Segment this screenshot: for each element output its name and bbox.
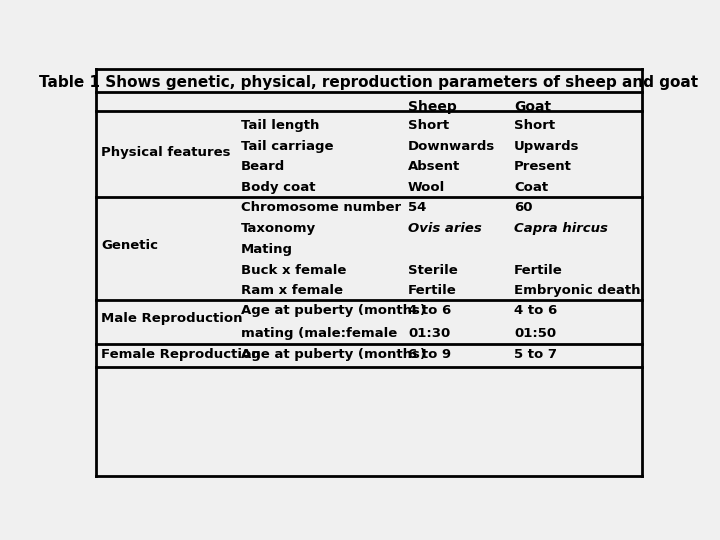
Text: Female Reproduction: Female Reproduction: [101, 348, 261, 361]
Text: Buck x female: Buck x female: [240, 264, 346, 276]
Text: Fertile: Fertile: [408, 285, 456, 298]
Text: Embryonic death: Embryonic death: [514, 285, 641, 298]
Text: Short: Short: [408, 119, 449, 132]
Text: 54: 54: [408, 201, 426, 214]
Text: Physical features: Physical features: [101, 146, 230, 159]
Text: Fertile: Fertile: [514, 264, 563, 276]
Text: 01:30: 01:30: [408, 327, 450, 340]
Text: 5 to 7: 5 to 7: [514, 348, 557, 361]
Text: Wool: Wool: [408, 181, 445, 194]
Text: Chromosome number: Chromosome number: [240, 201, 401, 214]
Text: 6 to 9: 6 to 9: [408, 348, 451, 361]
Text: Table 1 Shows genetic, physical, reproduction parameters of sheep and goat: Table 1 Shows genetic, physical, reprodu…: [40, 75, 698, 90]
Text: Downwards: Downwards: [408, 140, 495, 153]
Text: Age at puberty (months): Age at puberty (months): [240, 348, 426, 361]
Text: Tail length: Tail length: [240, 119, 319, 132]
Text: Genetic: Genetic: [101, 239, 158, 252]
Text: Present: Present: [514, 160, 572, 173]
Text: Capra hircus: Capra hircus: [514, 222, 608, 235]
Text: Mating: Mating: [240, 243, 292, 256]
Text: Beard: Beard: [240, 160, 285, 173]
Text: 01:50: 01:50: [514, 327, 557, 340]
Text: Absent: Absent: [408, 160, 460, 173]
Text: Ovis aries: Ovis aries: [408, 222, 482, 235]
Text: Body coat: Body coat: [240, 181, 315, 194]
Text: Coat: Coat: [514, 181, 548, 194]
Text: Sheep: Sheep: [408, 100, 456, 114]
Text: mating (male:female: mating (male:female: [240, 327, 397, 340]
Text: Goat: Goat: [514, 100, 552, 114]
Text: Male Reproduction: Male Reproduction: [101, 312, 243, 325]
Text: Upwards: Upwards: [514, 140, 580, 153]
Text: 60: 60: [514, 201, 533, 214]
Text: Age at puberty (months): Age at puberty (months): [240, 305, 426, 318]
Text: 4 to 6: 4 to 6: [514, 305, 557, 318]
Text: Sterile: Sterile: [408, 264, 458, 276]
Text: Taxonomy: Taxonomy: [240, 222, 316, 235]
Text: Short: Short: [514, 119, 555, 132]
Text: 4 to 6: 4 to 6: [408, 305, 451, 318]
Text: Tail carriage: Tail carriage: [240, 140, 333, 153]
Text: Ram x female: Ram x female: [240, 285, 343, 298]
